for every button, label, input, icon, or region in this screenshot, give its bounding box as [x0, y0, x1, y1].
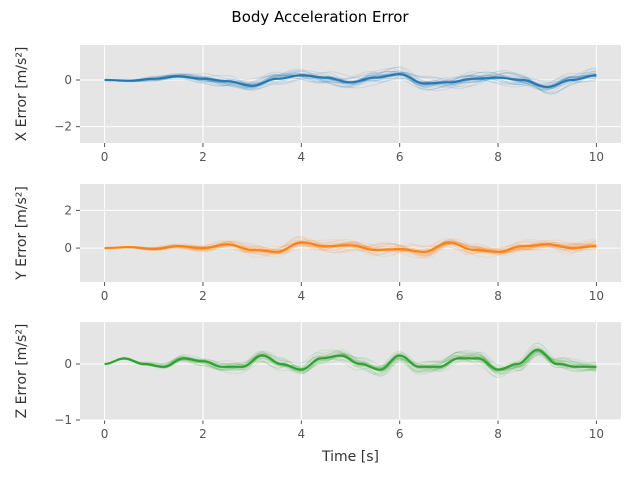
- x-tick-label: 0: [101, 427, 109, 441]
- x-tick-label: 8: [494, 427, 502, 441]
- trajectory-line: [104, 241, 597, 260]
- x-tick-label: 10: [589, 150, 604, 164]
- y-tick-label: −2: [54, 120, 72, 134]
- plot-area-z: [80, 322, 621, 420]
- series-line-x: [104, 73, 597, 89]
- x-tick-label: 2: [199, 150, 207, 164]
- figure-title: Body Acceleration Error: [231, 8, 409, 26]
- y-tick-label: −1: [54, 413, 72, 427]
- x-tick-label: 4: [297, 427, 305, 441]
- panel-x: 0 2 4 6 8 10 0 −2 X Error [m/s²]: [14, 45, 621, 164]
- x-tick-label: 0: [101, 150, 109, 164]
- panel-z: 0 2 4 6 8 10 0 −1 Z Error [m/s²] Time [s]: [14, 322, 621, 465]
- y-tick-label: 0: [64, 73, 72, 87]
- y-tick-label: 0: [64, 357, 72, 371]
- series-bundle-x: [104, 66, 597, 95]
- x-tick-label: 4: [297, 289, 305, 303]
- series-bundle-y: [104, 235, 597, 260]
- x-tick-label: 10: [589, 289, 604, 303]
- x-tick-label: 10: [589, 427, 604, 441]
- trajectory-line: [104, 239, 597, 255]
- x-tick-label: 2: [199, 427, 207, 441]
- x-tick-label: 8: [494, 289, 502, 303]
- x-tick-label: 0: [101, 289, 109, 303]
- trajectory-line: [104, 348, 597, 375]
- x-tick-label: 4: [297, 150, 305, 164]
- y-axis-label-x: X Error [m/s²]: [14, 47, 30, 142]
- panel-y: 0 2 4 6 8 10 2 0 Y Error [m/s²]: [14, 184, 621, 303]
- x-axis-label: Time [s]: [321, 449, 379, 465]
- trajectory-line: [104, 351, 597, 373]
- plot-area-x: [80, 45, 621, 143]
- trajectory-line: [104, 347, 597, 375]
- trajectory-line: [104, 70, 597, 91]
- trajectory-line: [104, 241, 597, 255]
- y-tick-label: 2: [64, 203, 72, 217]
- y-axis-label-y: Y Error [m/s²]: [14, 186, 30, 281]
- x-tick-label: 2: [199, 289, 207, 303]
- series-line-z: [104, 348, 597, 371]
- x-tick-label: 8: [494, 150, 502, 164]
- trajectory-line: [104, 350, 597, 373]
- series-bundle-z: [104, 342, 597, 379]
- y-axis-label-z: Z Error [m/s²]: [14, 324, 30, 419]
- plot-area-y: [80, 184, 621, 282]
- x-tick-label: 6: [396, 427, 404, 441]
- y-tick-label: 0: [64, 241, 72, 255]
- x-tick-label: 6: [396, 150, 404, 164]
- series-line-y: [104, 241, 597, 253]
- x-tick-label: 6: [396, 289, 404, 303]
